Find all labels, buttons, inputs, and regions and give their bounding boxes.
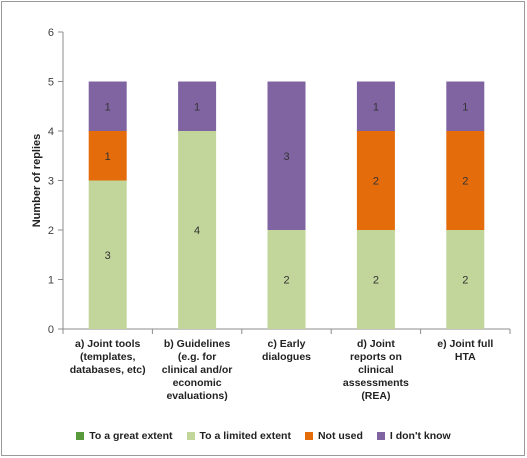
y-tick-label: 0 — [48, 324, 54, 336]
bar-segment — [446, 81, 485, 131]
y-tick-label: 5 — [48, 77, 54, 89]
data-label: 1 — [373, 101, 379, 113]
bar-segment — [88, 81, 127, 131]
legend-swatch — [186, 432, 195, 440]
x-category-label: a) Joint tools (templates, databases, etc) — [70, 338, 146, 376]
legend-label: To a great extent — [89, 430, 173, 442]
data-label: 1 — [462, 101, 468, 113]
x-category-label-line: b) Guidelines — [164, 338, 231, 350]
x-category-label-line: e) Joint full — [437, 338, 493, 350]
data-label: 2 — [462, 275, 468, 287]
data-label: 2 — [283, 275, 289, 287]
x-category-label-line: evaluations) — [166, 390, 227, 402]
bar-segment — [178, 131, 217, 329]
bar-segment — [356, 230, 395, 329]
legend-item: To a great extent — [76, 430, 173, 442]
y-axis-title: Number of replies — [31, 134, 43, 228]
data-label: 3 — [283, 151, 289, 163]
x-category-label: d) Joint reports on clinical assessments (RE… — [343, 338, 409, 402]
bar-segment — [267, 81, 306, 230]
x-category-label: e) Joint full HTA — [437, 338, 493, 363]
y-tick-label: 4 — [48, 126, 54, 138]
bar-segment — [88, 180, 127, 329]
chart-legend: To a great extent To a limited extent Not … — [0, 430, 527, 442]
y-tick-label: 1 — [48, 275, 54, 287]
data-label: 4 — [194, 225, 200, 237]
y-tick-label: 2 — [48, 225, 54, 237]
x-category-label-line: HTA — [455, 351, 476, 363]
bar-segment — [178, 81, 217, 131]
x-category-label-line: reports on — [350, 351, 402, 363]
x-category-label-line: databases, etc) — [70, 364, 146, 376]
x-category-label-line: assessments — [343, 377, 409, 389]
legend-label: To a limited extent — [199, 430, 291, 442]
bar-segment — [446, 230, 485, 329]
x-category-label-line: dialogues — [262, 351, 311, 363]
x-category-label-line: (templates, — [80, 351, 136, 363]
legend-swatch — [304, 432, 313, 440]
x-category-label-line: economic — [173, 377, 222, 389]
bar-segment — [88, 131, 127, 181]
bar-segment — [446, 131, 485, 230]
legend-item: I don't know — [376, 430, 451, 442]
x-category-label-line: clinical — [358, 364, 394, 376]
legend-item: To a limited extent — [186, 430, 291, 442]
y-tick-label: 6 — [48, 27, 54, 39]
data-label: 1 — [105, 151, 111, 163]
x-category-label-line: a) Joint tools — [75, 338, 140, 350]
x-category-label-line: (e.g. for — [178, 351, 217, 363]
legend-label: Not used — [317, 430, 363, 442]
y-tick-label: 3 — [48, 176, 54, 188]
data-label: 2 — [373, 275, 379, 287]
bar-segment — [267, 230, 306, 329]
legend-label: I don't know — [389, 430, 451, 442]
stacked-bar-chart: 0 1 2 3 4 5 6 Number of replies 3 1 1 a) Joint tool… — [31, 27, 511, 402]
x-category-label-line: d) Joint — [357, 338, 395, 350]
x-category-label-line: (REA) — [361, 390, 390, 402]
x-category-label: b) Guidelines (e.g. for clinical and/or eco… — [162, 338, 233, 402]
x-category-label: c) Early dialogues — [262, 338, 311, 363]
data-label: 3 — [105, 250, 111, 262]
data-label: 2 — [373, 176, 379, 188]
data-label: 1 — [105, 101, 111, 113]
legend-swatch — [76, 432, 85, 440]
bar-segment — [356, 81, 395, 131]
legend-item: Not used — [304, 430, 363, 442]
x-category-label-line: c) Early — [268, 338, 306, 350]
data-label: 2 — [462, 176, 468, 188]
x-category-label-line: clinical and/or — [162, 364, 233, 376]
data-label: 1 — [194, 101, 200, 113]
legend-swatch — [376, 432, 385, 440]
bar-segment — [356, 131, 395, 230]
